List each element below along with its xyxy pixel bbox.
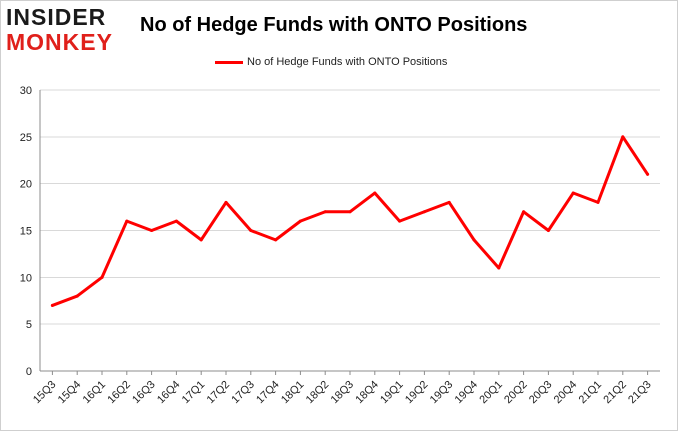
data-point-20Q3 [546,229,550,232]
x-tick-label: 21Q2 [601,379,629,407]
data-point-21Q3 [646,172,650,176]
y-tick-labels: 0 5 10 15 20 25 30 [20,85,32,378]
data-point-20Q2 [522,210,526,214]
x-tick-label: 18Q4 [353,379,381,407]
axes [39,90,660,375]
x-tick-label: 20Q4 [552,379,580,407]
x-tick-label: 21Q3 [626,379,654,407]
x-tick-label: 17Q3 [229,379,257,407]
x-tick-label: 16Q4 [155,379,183,407]
data-point-20Q4 [571,191,575,195]
data-point-21Q2 [621,135,625,139]
insider-monkey-logo: INSIDER MONKEY [6,4,126,58]
legend-label: No of Hedge Funds with ONTO Positions [247,56,448,68]
x-tick-label: 19Q3 [428,379,456,407]
x-tick-label: 15Q4 [56,379,84,407]
data-point-16Q4 [174,219,178,223]
data-point-16Q3 [150,229,154,232]
x-tick-label: 16Q3 [130,379,158,407]
y-tick-label: 30 [20,85,32,97]
data-point-19Q1 [398,219,402,223]
data-point-18Q1 [298,219,302,223]
data-point-15Q4 [75,294,79,298]
data-point-19Q2 [422,210,426,214]
data-point-17Q3 [249,229,253,232]
data-point-19Q4 [472,238,476,242]
data-point-20Q1 [497,266,501,270]
x-tick-label: 15Q3 [31,379,59,407]
data-point-16Q2 [125,219,129,223]
data-point-17Q4 [274,238,278,242]
series [50,135,650,307]
x-tick-label: 19Q4 [453,379,481,407]
x-tick-label: 17Q2 [205,379,233,407]
logo-line-monkey: MONKEY [6,29,113,55]
y-tick-label: 20 [20,179,32,191]
data-point-19Q3 [447,200,451,204]
x-tick-label: 18Q3 [329,379,357,407]
x-tick-label: 17Q1 [180,379,208,407]
x-tick-label: 17Q4 [254,379,282,407]
x-tick-label: 20Q2 [502,379,530,407]
chart-title: No of Hedge Funds with ONTO Positions [140,14,528,36]
series-line [50,135,650,307]
y-tick-label: 15 [20,226,32,238]
data-point-17Q1 [199,238,203,242]
x-tick-label: 16Q2 [105,379,133,407]
legend: No of Hedge Funds with ONTO Positions [215,55,447,69]
x-tick-label: 20Q3 [527,379,555,407]
y-tick-label: 10 [20,272,32,284]
x-tick-label: 19Q2 [403,379,431,407]
data-point-17Q2 [224,200,228,204]
data-point-18Q4 [373,191,377,195]
y-tick-label: 25 [20,132,32,144]
x-tick-label: 18Q2 [304,379,332,407]
x-tick-labels: 15Q315Q416Q116Q216Q316Q417Q117Q217Q317Q4… [31,379,654,407]
data-point-15Q3 [50,303,54,307]
y-tick-label: 5 [26,319,32,331]
x-tick-label: 16Q1 [81,379,109,407]
data-point-18Q3 [348,210,352,214]
x-tick-label: 19Q1 [378,379,406,407]
logo-line-insider: INSIDER [6,4,107,30]
data-point-18Q2 [323,210,327,214]
legend-swatch [215,60,243,64]
y-tick-label: 0 [26,366,32,378]
data-point-21Q1 [596,200,600,204]
x-tick-label: 20Q1 [477,379,505,407]
gridlines [40,89,660,372]
x-tick-label: 18Q1 [279,379,307,407]
data-point-16Q1 [100,275,104,279]
x-tick-label: 21Q1 [577,379,605,407]
